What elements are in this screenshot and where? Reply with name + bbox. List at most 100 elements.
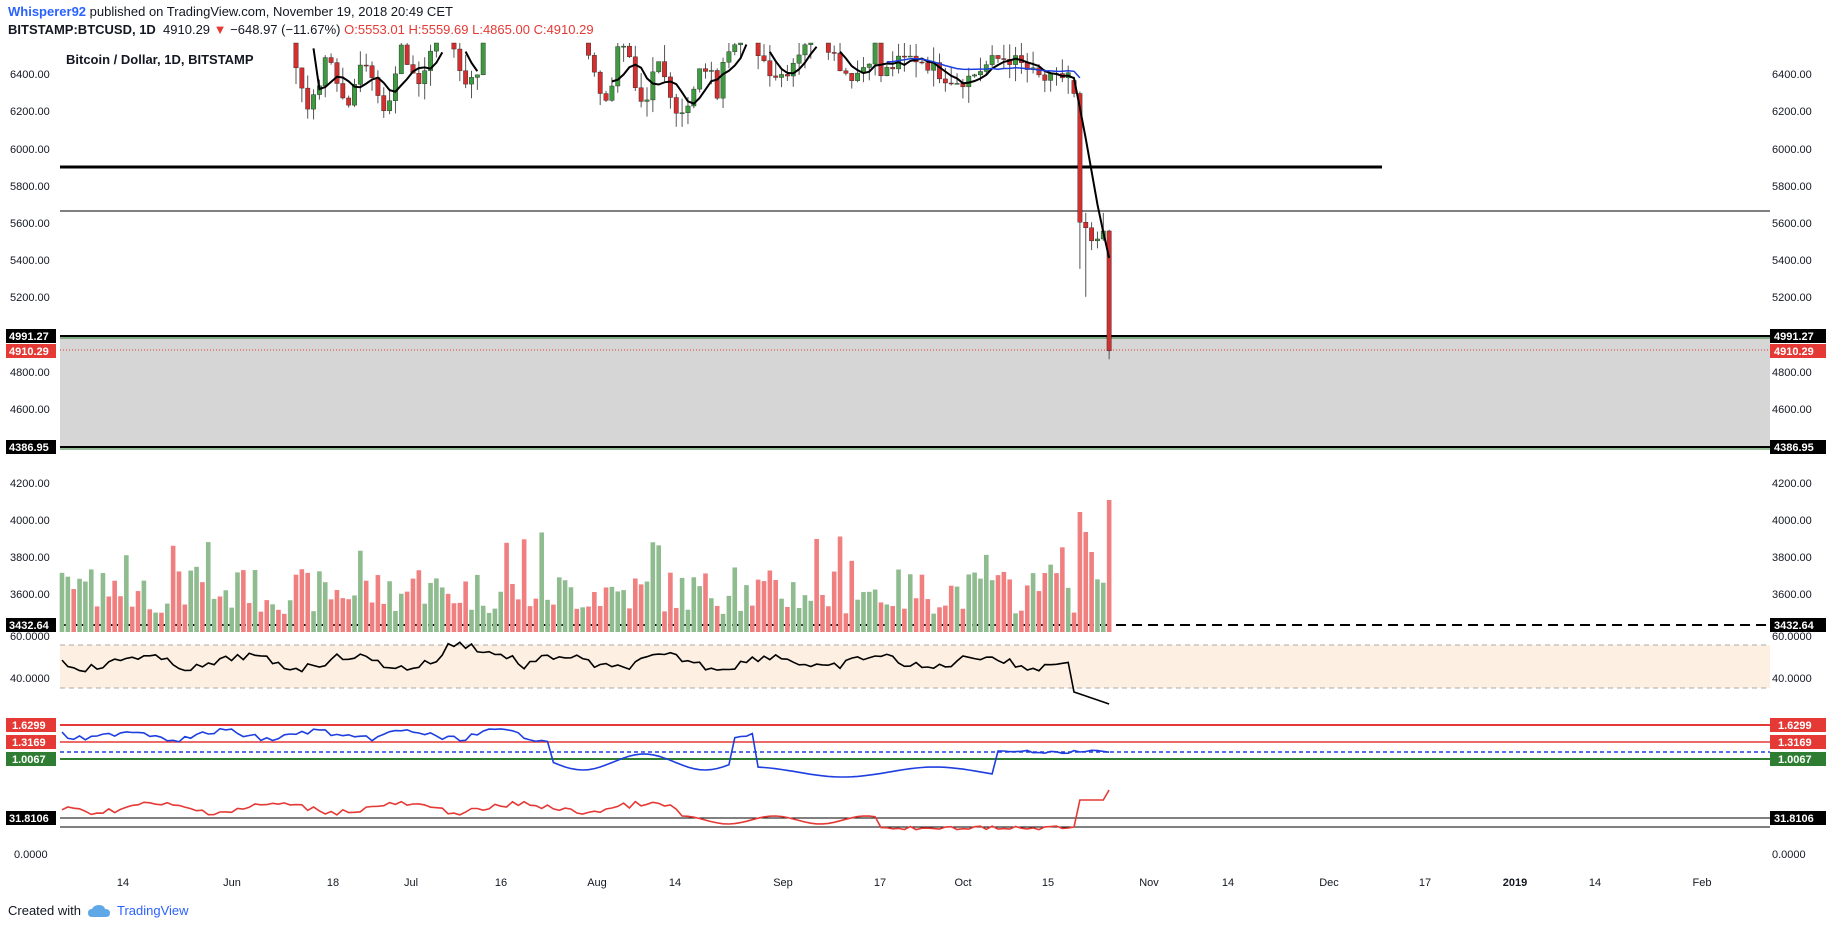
volume-bar — [697, 586, 702, 632]
volume-bar — [463, 581, 468, 632]
volume-bar — [358, 550, 363, 632]
tag-4386: 4386.95 — [1774, 442, 1814, 454]
left-tick-5600: 5600.00 — [10, 218, 50, 230]
open-value: O:5553.01 — [344, 22, 405, 37]
volume-bar — [545, 599, 550, 632]
candle-body — [591, 55, 597, 73]
volume-bar — [393, 610, 398, 632]
ltag-3432: 3432.64 — [9, 620, 50, 632]
candle-body — [586, 42, 591, 56]
volume-bar — [960, 608, 966, 632]
volume-bar — [872, 589, 878, 632]
left-tick-4000: 4000.00 — [10, 515, 50, 527]
volume-bar — [925, 599, 931, 632]
candle-body — [890, 67, 896, 70]
candle-body — [697, 68, 703, 90]
volume-bar — [656, 545, 661, 632]
tradingview-link[interactable]: TradingView — [116, 903, 189, 918]
price-chart[interactable]: 6400.00 6200.00 6000.00 5800.00 5600.00 … — [0, 0, 1828, 900]
volume-bar — [867, 591, 872, 632]
volume-bar — [252, 570, 258, 632]
price-axis-left: 6400.00 6200.00 6000.00 5800.00 5600.00 … — [10, 69, 50, 861]
volume-bar — [1054, 573, 1059, 632]
volume-bar — [539, 532, 544, 632]
candle-body — [825, 42, 831, 53]
volume-bar — [439, 587, 445, 632]
volume-bar — [235, 572, 240, 632]
candle-body — [393, 73, 398, 101]
tick-rsi-40: 40.0000 — [1772, 673, 1812, 685]
volume-bar — [410, 578, 416, 632]
volume-bar — [1024, 585, 1030, 632]
volume-bar — [480, 605, 486, 632]
volume-bar — [475, 574, 480, 632]
candle-body — [1042, 74, 1048, 81]
tick-6000: 6000.00 — [1772, 144, 1812, 156]
volume-bar — [328, 599, 334, 632]
volume-bar — [94, 606, 100, 632]
close-value: C:4910.29 — [533, 22, 594, 37]
candle-body — [293, 42, 299, 69]
volume-bar — [919, 574, 925, 632]
volume-bar — [59, 572, 65, 632]
volume-bar — [890, 606, 895, 632]
volume-bar — [644, 581, 650, 632]
volume-bar — [135, 591, 141, 632]
volume-bar — [978, 578, 983, 632]
moving-average-black — [312, 44, 1111, 259]
x-label-11: Nov — [1139, 877, 1159, 889]
candle-body — [1083, 221, 1089, 228]
tag-4991-bg — [1770, 329, 1826, 343]
x-label-1: Jun — [223, 877, 241, 889]
left-tick-rsi-40: 40.0000 — [10, 673, 50, 685]
candle-body — [720, 62, 726, 99]
author-link[interactable]: Whisperer92 — [8, 4, 87, 19]
candle-body — [334, 62, 340, 84]
volume-bar — [779, 598, 784, 632]
volume-bar — [118, 596, 123, 632]
candle-body — [685, 105, 691, 113]
volume-bar — [100, 573, 106, 632]
ltag-4386-bg — [6, 440, 56, 454]
x-label-8: 17 — [874, 877, 886, 889]
candle-body — [972, 74, 978, 77]
left-tick-6200: 6200.00 — [10, 106, 50, 118]
tradingview-cloud-icon — [87, 904, 110, 917]
ltag-ratio3-bg — [6, 752, 56, 766]
candle-body — [398, 44, 404, 75]
candle-body — [609, 85, 615, 101]
volume-bar — [603, 587, 609, 632]
time-axis: 14 Jun 18 Jul 16 Aug 14 Sep 17 Oct 15 No… — [117, 877, 1712, 889]
candle-body — [668, 76, 673, 98]
ltag-ratio3: 1.0067 — [12, 754, 46, 766]
volume-bar — [831, 571, 837, 632]
x-label-6: 14 — [669, 877, 681, 889]
volume-bar — [1106, 500, 1112, 632]
rsi-line — [61, 641, 1110, 705]
volume-bar — [270, 604, 275, 632]
volume-bar — [808, 600, 814, 632]
volume-bar — [194, 566, 199, 632]
volume-bar — [989, 580, 995, 632]
volume-bar — [299, 569, 305, 632]
volume-bar — [878, 602, 884, 632]
volume-bar — [562, 580, 568, 632]
volume-bar — [1019, 610, 1024, 632]
volume-bar — [340, 598, 346, 632]
tag-bottom: 31.8106 — [1774, 813, 1814, 825]
left-tick-rsi-60: 60.0000 — [10, 631, 50, 643]
candle-body — [1048, 73, 1054, 81]
ratio-blue-line — [61, 727, 1110, 778]
candle-body — [937, 62, 942, 80]
x-label-5: Aug — [587, 877, 607, 889]
volume-bar — [293, 574, 299, 632]
volume-bar — [826, 606, 831, 632]
publish-info: Whisperer92 published on TradingView.com… — [8, 4, 453, 19]
x-label-7: Sep — [773, 877, 793, 889]
price-tags-right: 4991.27 4910.29 4386.95 3432.64 1.6299 1… — [1770, 329, 1826, 825]
volume-bar — [597, 606, 603, 632]
x-label-13: Dec — [1319, 877, 1339, 889]
last-price: 4910.29 — [163, 22, 211, 37]
volume-bar — [937, 607, 942, 632]
left-tick-5400: 5400.00 — [10, 255, 50, 267]
